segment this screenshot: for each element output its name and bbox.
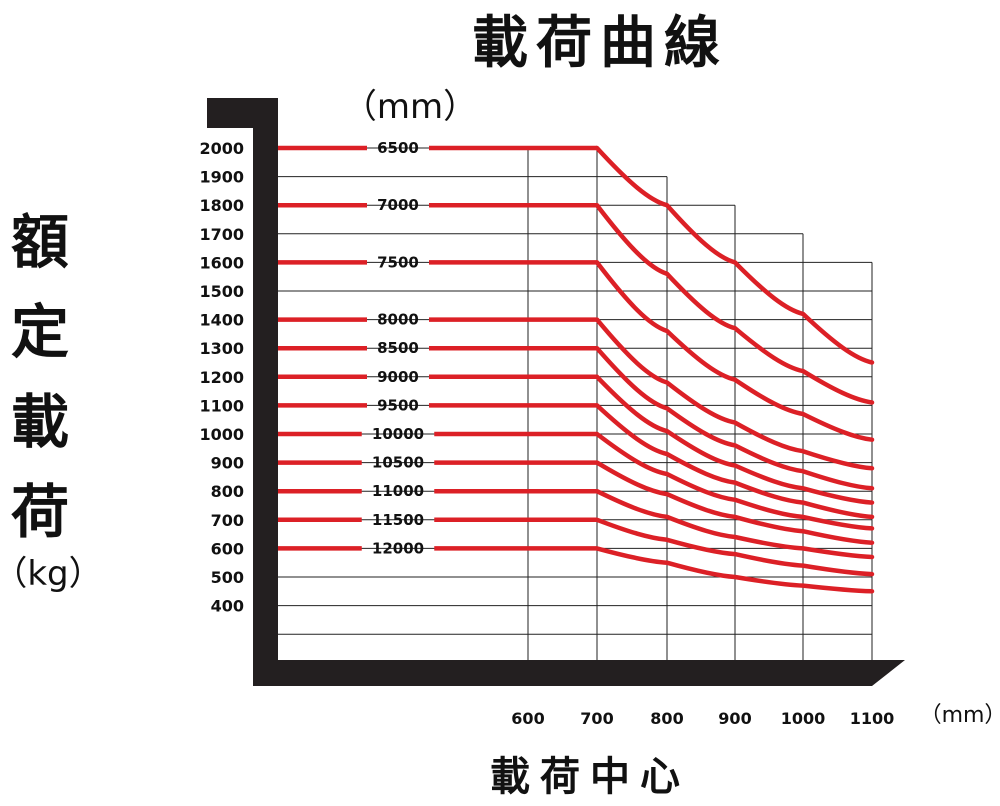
y-tick-label: 2000 — [199, 139, 244, 158]
curve-drop — [594, 345, 875, 491]
series-label: 12000 — [372, 539, 424, 557]
y-axis-unit-label: （kg） — [0, 554, 103, 594]
curve-drop — [594, 317, 875, 471]
curve-drop — [594, 431, 875, 531]
y-tick-label: 1500 — [199, 282, 244, 301]
y-tick-label: 400 — [211, 597, 244, 616]
curve-drop — [594, 488, 875, 560]
y-tick-label: 1600 — [199, 253, 244, 272]
y-tick-label: 900 — [211, 454, 244, 473]
series-label: 11500 — [372, 511, 424, 529]
series-label: 11000 — [372, 482, 424, 500]
y-axis-label-char: 額 — [11, 208, 69, 276]
series-label: 10000 — [372, 425, 424, 443]
y-tick-label: 600 — [211, 539, 244, 558]
curve-drop — [594, 202, 875, 405]
x-tick-label: 900 — [718, 709, 751, 728]
y-tick-label: 1900 — [199, 168, 244, 187]
y-tick-label: 500 — [211, 568, 244, 587]
chart-title: 載荷曲線 — [472, 10, 728, 76]
y-tick-label: 1000 — [199, 425, 244, 444]
series-label: 10500 — [372, 454, 424, 472]
curve-drop — [594, 517, 875, 577]
x-tick-label: 1000 — [781, 709, 826, 728]
series-label: 6500 — [377, 139, 419, 157]
curve-drop — [594, 374, 875, 505]
y-tick-label: 1400 — [199, 311, 244, 330]
curve-drop — [594, 460, 875, 545]
curve-drop — [594, 403, 875, 520]
y-axis-ticks: 2000 1900 1800 1700 1600 1500 1400 1300 1200 1100… — [199, 139, 244, 616]
y-axis-label-char: 荷 — [11, 478, 69, 546]
y-axis-label-char: 定 — [11, 298, 69, 366]
curve-drop — [594, 260, 875, 442]
curve-drop — [594, 145, 875, 365]
x-tick-label: 800 — [650, 709, 683, 728]
x-axis-ticks: 600 700 800 900 1000 1100 — [511, 709, 894, 728]
x-axis-unit-label: （mm） — [920, 703, 1000, 728]
series-label: 7000 — [377, 196, 419, 214]
y-tick-label: 800 — [211, 482, 244, 501]
y-tick-label: 1800 — [199, 196, 244, 215]
fork-axis — [207, 98, 905, 686]
x-tick-label: 700 — [580, 709, 613, 728]
x-axis-label: 載荷中心 — [490, 753, 690, 800]
y-tick-label: 700 — [211, 511, 244, 530]
series-label: 9000 — [377, 368, 419, 386]
x-tick-label: 1100 — [850, 709, 895, 728]
series-label: 8500 — [377, 339, 419, 357]
x-tick-label: 600 — [511, 709, 544, 728]
series-label: 8000 — [377, 311, 419, 329]
y-axis-label-char: 載 — [11, 388, 69, 456]
series-unit-label: （mm） — [343, 87, 477, 127]
curve-drop — [594, 546, 875, 594]
series-label: 9500 — [377, 396, 419, 414]
y-tick-label: 1700 — [199, 225, 244, 244]
load-curves: 6500 7000 7500 8000 8500 9000 9500 10000 10500 11… — [278, 139, 875, 594]
series-label: 7500 — [377, 253, 419, 271]
y-tick-label: 1100 — [199, 396, 244, 415]
y-tick-label: 1300 — [199, 339, 244, 358]
y-tick-label: 1200 — [199, 368, 244, 387]
